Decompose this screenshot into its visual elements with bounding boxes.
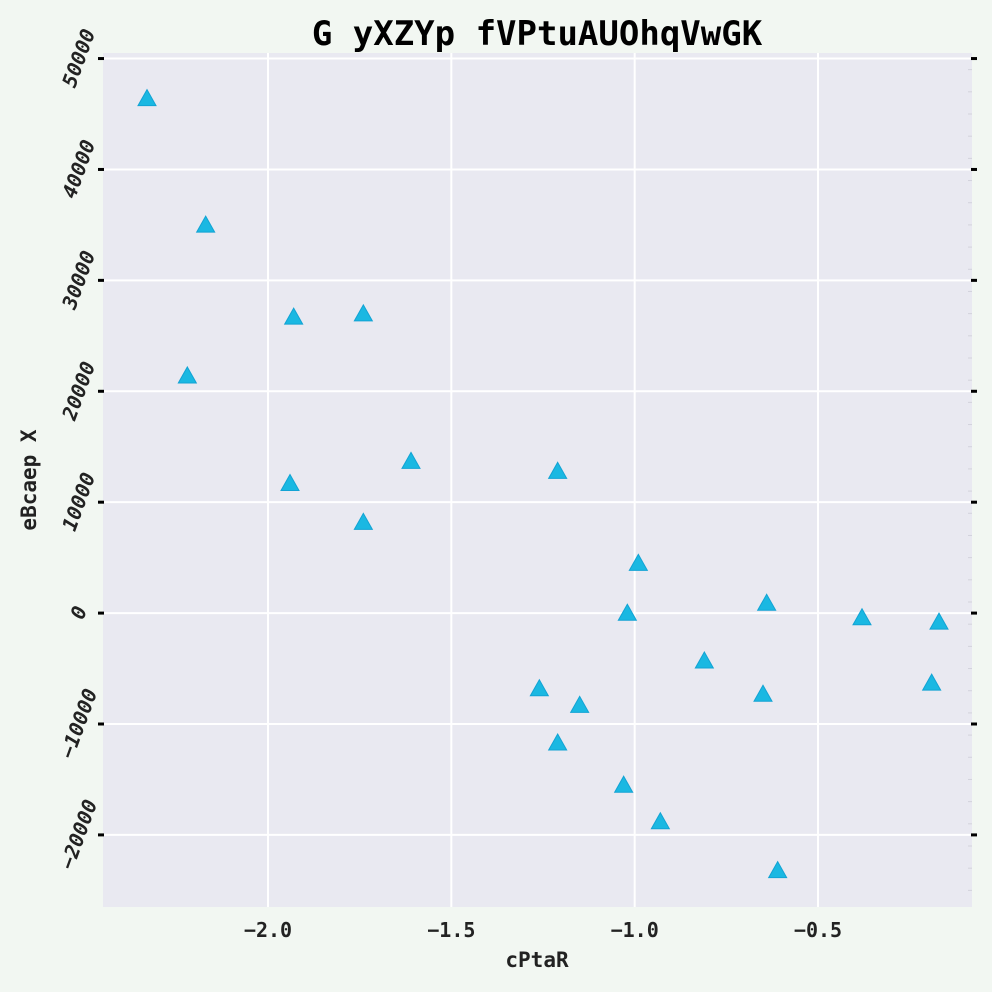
data-point (767, 860, 788, 879)
x-tick-label: −1.5 (427, 918, 475, 942)
data-point (694, 650, 715, 669)
chart-title: G yXZYp fVPtuAUOhqVwGK (312, 14, 763, 54)
data-point (280, 473, 300, 492)
data-point (547, 461, 568, 479)
data-point (617, 603, 638, 621)
x-tick-labels: −2.0 −1.5 −1.0 −0.5 (244, 918, 842, 942)
x-tick-label: −2.0 (244, 918, 292, 942)
data-point (177, 365, 198, 384)
data-points (137, 88, 949, 879)
data-point (353, 512, 374, 530)
x-axis-label: cPtaR (505, 948, 569, 972)
y-tick-label: −20000 (55, 796, 102, 872)
data-point (353, 303, 374, 322)
tick-marks (98, 57, 977, 837)
y-tick-label: 20000 (57, 358, 100, 424)
data-point (929, 612, 949, 630)
data-point (195, 215, 216, 233)
data-point (753, 684, 773, 702)
y-tick-label: 10000 (57, 469, 100, 534)
y-tick-labels: −20000 −10000 0 10000 20000 30000 40000 50000 (55, 26, 102, 873)
grid-lines (103, 53, 972, 907)
data-point (756, 593, 777, 611)
y-tick-label: 40000 (57, 137, 100, 202)
y-tick-label: 50000 (57, 26, 100, 91)
data-point (547, 733, 568, 751)
data-point (613, 775, 634, 793)
x-tick-label: −0.5 (794, 918, 842, 942)
data-point (137, 88, 157, 107)
y-tick-label: −10000 (55, 685, 102, 761)
data-point (650, 811, 671, 830)
data-point (628, 553, 649, 571)
x-tick-label: −1.0 (611, 918, 659, 942)
data-point (401, 451, 421, 469)
minor-ticks (968, 69, 972, 891)
data-point (283, 307, 304, 325)
plot-area (103, 53, 972, 907)
y-axis-label: eBcaep X (17, 429, 41, 531)
y-tick-label: 0 (65, 603, 92, 623)
data-point (569, 695, 590, 713)
data-point (921, 673, 942, 691)
data-point (529, 678, 550, 697)
data-point (852, 607, 872, 626)
y-tick-label: 30000 (57, 247, 100, 313)
